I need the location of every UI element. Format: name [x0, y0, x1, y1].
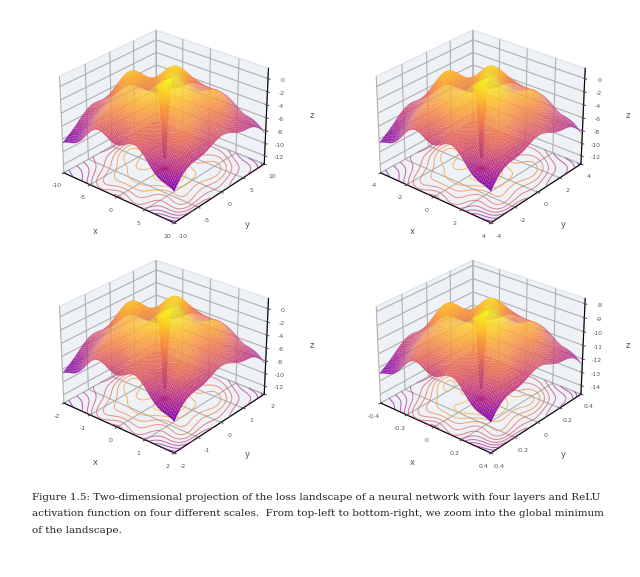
- Text: Figure 1.5: Two-dimensional projection of the loss landscape of a neural network: Figure 1.5: Two-dimensional projection o…: [32, 493, 600, 503]
- X-axis label: x: x: [93, 227, 98, 237]
- Text: activation function on four different scales.  From top-left to bottom-right, we: activation function on four different sc…: [32, 509, 604, 519]
- X-axis label: x: x: [410, 458, 414, 467]
- Y-axis label: y: y: [244, 220, 250, 229]
- Y-axis label: y: y: [244, 450, 250, 459]
- X-axis label: x: x: [93, 458, 98, 467]
- X-axis label: x: x: [410, 227, 414, 237]
- Y-axis label: y: y: [561, 450, 566, 459]
- Y-axis label: y: y: [561, 220, 566, 229]
- Text: of the landscape.: of the landscape.: [32, 526, 122, 535]
